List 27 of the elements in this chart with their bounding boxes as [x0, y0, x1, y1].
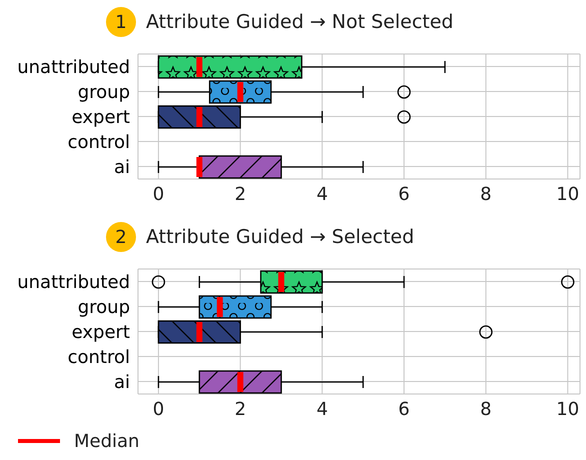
y-tick-label: unattributed	[17, 56, 130, 78]
x-tick-label: 4	[316, 184, 328, 205]
y-tick-label: control	[68, 132, 130, 153]
y-tick-label: unattributed	[17, 272, 130, 293]
x-tick-label: 0	[152, 398, 164, 420]
x-tick-label: 0	[152, 184, 164, 205]
x-tick-label: 10	[556, 398, 580, 420]
y-tick-label: expert	[72, 106, 130, 128]
x-tick-label: 4	[316, 398, 328, 420]
y-tick-label: expert	[72, 322, 130, 343]
chart-title: Attribute Guided → Selected	[146, 226, 414, 248]
x-tick-label: 10	[556, 184, 580, 205]
y-tick-label: control	[68, 346, 130, 368]
y-tick-label: ai	[114, 156, 130, 178]
chart-title: Attribute Guided → Not Selected	[146, 11, 454, 33]
y-tick-label: group	[78, 296, 130, 318]
y-tick-label: group	[78, 82, 130, 103]
text: 2	[106, 222, 136, 252]
text: Median	[74, 430, 140, 452]
x-tick-label: 8	[480, 184, 492, 205]
x-tick-label: 6	[398, 184, 410, 205]
x-tick-label: 8	[480, 398, 492, 420]
text: 1	[106, 7, 136, 37]
x-tick-label: 6	[398, 398, 410, 420]
x-tick-label: 2	[234, 398, 246, 420]
x-tick-label: 2	[234, 184, 246, 205]
y-tick-label: ai	[114, 372, 130, 393]
